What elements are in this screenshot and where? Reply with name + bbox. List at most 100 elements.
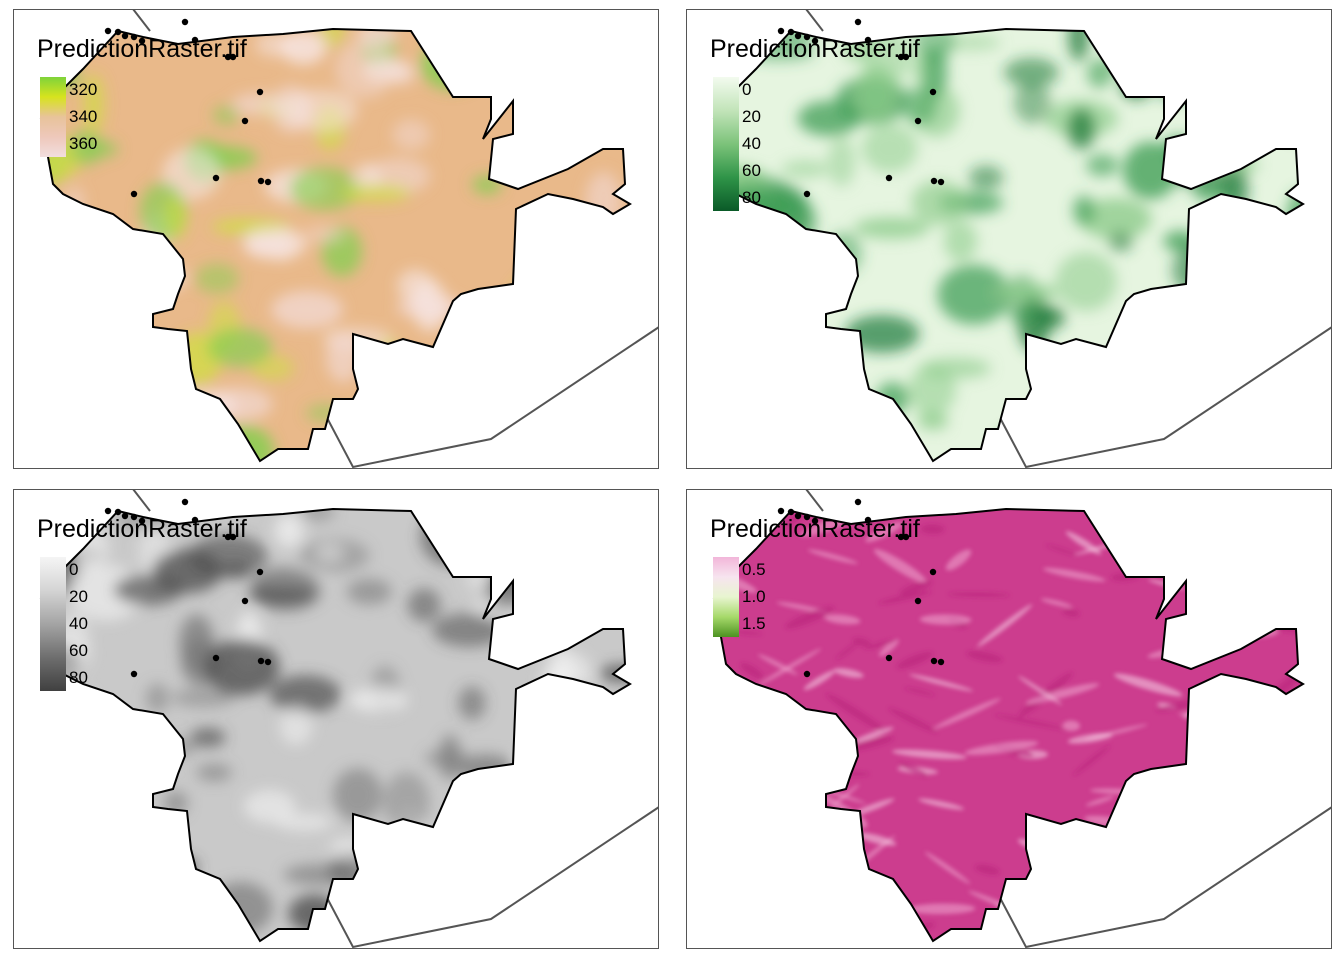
sample-point — [885, 654, 893, 662]
boundary-line — [132, 489, 151, 512]
sample-point — [191, 516, 199, 524]
sample-point — [902, 53, 910, 61]
boundary-line — [997, 806, 1332, 949]
sample-point — [864, 516, 872, 524]
sample-point — [864, 36, 872, 44]
sample-point — [264, 178, 272, 186]
sample-point — [121, 32, 129, 40]
sample-point — [803, 33, 811, 41]
sample-point — [130, 33, 138, 41]
legend-label: 40 — [69, 614, 88, 633]
sample-point — [777, 27, 785, 35]
legend-label: 340 — [69, 107, 98, 126]
legend-label: 1.5 — [742, 614, 766, 633]
sample-point — [897, 53, 905, 61]
sample-point — [257, 177, 265, 185]
study-area-outline — [712, 507, 1305, 943]
sample-point — [803, 513, 811, 521]
sample-point — [229, 53, 237, 61]
sample-point — [256, 88, 264, 96]
sample-point — [787, 28, 795, 36]
legend-color-bar — [40, 77, 66, 157]
map-panel-top-right: PredictionRaster.tif 0 20 40 60 80 — [686, 9, 1332, 469]
legend-label: 1.0 — [742, 587, 766, 606]
sample-point — [937, 658, 945, 666]
sample-point — [914, 597, 922, 605]
sample-point — [811, 37, 819, 45]
study-area-outline — [39, 27, 632, 463]
sample-point — [224, 533, 232, 541]
sample-point — [937, 178, 945, 186]
legend-label: 0 — [69, 560, 79, 579]
map-panel-bottom-right: PredictionRaster.tif 0.5 1.0 1.5 — [686, 489, 1332, 949]
sample-point — [803, 670, 811, 678]
sample-point — [929, 88, 937, 96]
map-title: PredictionRaster.tif — [37, 515, 247, 543]
sample-point — [130, 670, 138, 678]
legend-label: 20 — [742, 107, 761, 126]
map-panel-bottom-left: PredictionRaster.tif 0 20 40 60 80 — [13, 489, 659, 949]
sample-point — [256, 568, 264, 576]
sample-point — [897, 533, 905, 541]
legend-label: 80 — [742, 188, 761, 207]
legend-color-bar — [713, 77, 739, 211]
sample-point — [241, 597, 249, 605]
sample-point — [181, 498, 189, 506]
legend-color-bar — [713, 557, 739, 637]
map-canvas — [39, 489, 659, 949]
sample-point — [138, 37, 146, 45]
sample-point — [930, 657, 938, 665]
map-canvas — [712, 9, 1332, 469]
sample-point — [854, 18, 862, 26]
sample-point — [885, 174, 893, 182]
boundary-line — [997, 326, 1332, 469]
map-canvas — [39, 9, 659, 469]
map-canvas — [712, 489, 1332, 949]
legend-label: 20 — [69, 587, 88, 606]
sample-point — [130, 513, 138, 521]
sample-point — [930, 177, 938, 185]
sample-point — [181, 18, 189, 26]
boundary-line — [805, 9, 824, 32]
sample-point — [191, 36, 199, 44]
legend-label: 0.5 — [742, 560, 766, 579]
sample-point — [794, 32, 802, 40]
legend-label: 320 — [69, 80, 98, 99]
map-panel-top-left: PredictionRaster.tif 320 340 360 — [13, 9, 659, 469]
sample-point — [224, 53, 232, 61]
sample-point — [803, 190, 811, 198]
study-area-outline — [712, 27, 1305, 463]
map-title: PredictionRaster.tif — [37, 35, 247, 63]
boundary-line — [324, 326, 659, 469]
sample-point — [114, 508, 122, 516]
sample-point — [777, 507, 785, 515]
sample-point — [264, 658, 272, 666]
legend-label: 60 — [742, 161, 761, 180]
sample-point — [257, 657, 265, 665]
legend-label: 40 — [742, 134, 761, 153]
sample-point — [212, 654, 220, 662]
boundary-line — [805, 489, 824, 512]
sample-point — [794, 512, 802, 520]
study-area-outline — [39, 507, 632, 943]
sample-point — [854, 498, 862, 506]
sample-point — [121, 512, 129, 520]
sample-point — [787, 508, 795, 516]
sample-point — [811, 517, 819, 525]
legend-label: 80 — [69, 668, 88, 687]
legend-label: 360 — [69, 134, 98, 153]
sample-point — [114, 28, 122, 36]
sample-point — [914, 117, 922, 125]
sample-point — [104, 507, 112, 515]
sample-point — [212, 174, 220, 182]
sample-point — [241, 117, 249, 125]
sample-point — [104, 27, 112, 35]
map-title: PredictionRaster.tif — [710, 515, 920, 543]
sample-point — [138, 517, 146, 525]
sample-point — [229, 533, 237, 541]
map-title: PredictionRaster.tif — [710, 35, 920, 63]
legend-label: 0 — [742, 80, 752, 99]
legend-color-bar — [40, 557, 66, 691]
sample-point — [902, 533, 910, 541]
boundary-line — [324, 806, 659, 949]
